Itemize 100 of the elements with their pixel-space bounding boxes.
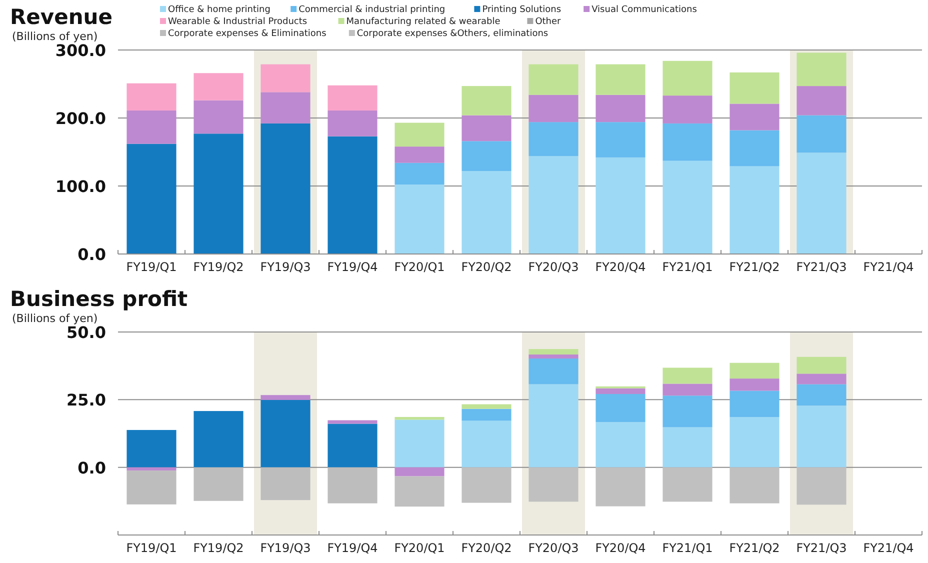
- bar: [260, 64, 310, 92]
- x-tick-label: FY20/Q4: [595, 260, 646, 274]
- bar: [462, 467, 512, 503]
- bar: [730, 130, 780, 166]
- x-tick-label: FY20/Q3: [528, 541, 579, 555]
- bar: [796, 115, 846, 153]
- y-tick-label: 200.0: [55, 109, 106, 128]
- bar: [662, 368, 712, 384]
- bar: [662, 96, 712, 124]
- y-tick-label: 100.0: [55, 177, 106, 196]
- bar: [462, 404, 512, 409]
- chart-title: Business profit: [10, 287, 188, 311]
- bar: [596, 64, 646, 95]
- bar: [796, 374, 846, 384]
- legend-label: Corporate expenses &Others, eliminations: [356, 29, 548, 39]
- x-tick-label: FY19/Q4: [327, 260, 378, 274]
- y-tick-label: 0.0: [78, 245, 106, 264]
- bar: [796, 406, 846, 468]
- bar: [730, 416, 780, 468]
- legend-label: Manufacturing related & wearable: [346, 17, 501, 27]
- y-tick-label: 50.0: [66, 323, 106, 342]
- bar: [194, 411, 244, 468]
- bar: [528, 349, 578, 354]
- x-tick-label: FY20/Q4: [595, 541, 646, 555]
- bar: [126, 470, 176, 504]
- bar: [394, 416, 444, 420]
- bar: [662, 160, 712, 254]
- x-tick-label: FY21/Q3: [796, 260, 847, 274]
- bar: [662, 60, 712, 96]
- bar: [394, 162, 444, 185]
- bar: [796, 86, 846, 116]
- bar: [596, 122, 646, 158]
- bar: [662, 427, 712, 468]
- bar: [328, 110, 378, 136]
- bar: [462, 408, 512, 421]
- bar: [662, 384, 712, 396]
- bar: [528, 467, 578, 502]
- y-tick-label: 0.0: [78, 458, 106, 478]
- bar: [796, 384, 846, 406]
- bar: [796, 52, 846, 86]
- x-tick-label: FY21/Q4: [863, 260, 914, 274]
- bar: [260, 395, 310, 400]
- x-tick-label: FY19/Q3: [260, 260, 311, 274]
- x-tick-label: FY20/Q2: [461, 541, 512, 555]
- bar: [596, 388, 646, 394]
- legend-label: Visual Communications: [592, 5, 698, 15]
- x-tick-label: FY21/Q3: [796, 541, 847, 555]
- bar: [528, 354, 578, 359]
- bar: [126, 144, 176, 254]
- bar: [462, 171, 512, 254]
- bar: [596, 94, 646, 122]
- bar: [394, 467, 444, 476]
- bar: [796, 356, 846, 374]
- x-tick-label: FY20/Q3: [528, 260, 579, 274]
- bar: [394, 122, 444, 147]
- bar: [596, 157, 646, 254]
- bar: [730, 378, 780, 391]
- bar: [596, 394, 646, 422]
- bar: [328, 85, 378, 111]
- bar: [730, 104, 780, 130]
- y-tick-label: 300.0: [55, 41, 106, 60]
- bar: [260, 467, 310, 500]
- bar: [662, 396, 712, 428]
- y-axis-title: (Billions of yen): [12, 312, 98, 325]
- bar: [328, 136, 378, 254]
- bar: [126, 467, 176, 471]
- x-tick-label: FY21/Q4: [863, 541, 914, 555]
- bar: [126, 430, 176, 468]
- legend-label: Corporate expenses & Eliminations: [168, 29, 327, 39]
- bar: [260, 92, 310, 124]
- bar: [528, 358, 578, 384]
- bar: [730, 362, 780, 379]
- legend-label: Office & home printing: [168, 5, 270, 15]
- x-tick-label: FY21/Q2: [729, 541, 780, 555]
- bar: [662, 467, 712, 502]
- chart-title: Revenue: [10, 5, 112, 29]
- bar: [126, 83, 176, 111]
- x-tick-label: FY20/Q2: [461, 260, 512, 274]
- x-tick-label: FY19/Q2: [193, 541, 244, 555]
- bar: [328, 467, 378, 504]
- bar: [194, 100, 244, 134]
- x-tick-label: FY21/Q1: [662, 260, 713, 274]
- bar: [394, 146, 444, 163]
- x-tick-label: FY21/Q2: [729, 260, 780, 274]
- bar: [796, 467, 846, 505]
- bar: [730, 166, 780, 254]
- x-tick-label: FY19/Q1: [126, 260, 177, 274]
- y-tick-label: 25.0: [66, 390, 106, 410]
- x-tick-label: FY20/Q1: [394, 541, 445, 555]
- legend-label: Commercial & industrial printing: [298, 5, 446, 15]
- bar: [462, 420, 512, 468]
- x-tick-label: FY19/Q2: [193, 260, 244, 274]
- bar: [462, 141, 512, 172]
- bar: [328, 424, 378, 468]
- bar: [394, 476, 444, 507]
- legend-label: Printing Solutions: [482, 5, 562, 15]
- bar: [194, 467, 244, 501]
- bar: [662, 123, 712, 161]
- x-tick-label: FY20/Q1: [394, 260, 445, 274]
- bar: [394, 420, 444, 468]
